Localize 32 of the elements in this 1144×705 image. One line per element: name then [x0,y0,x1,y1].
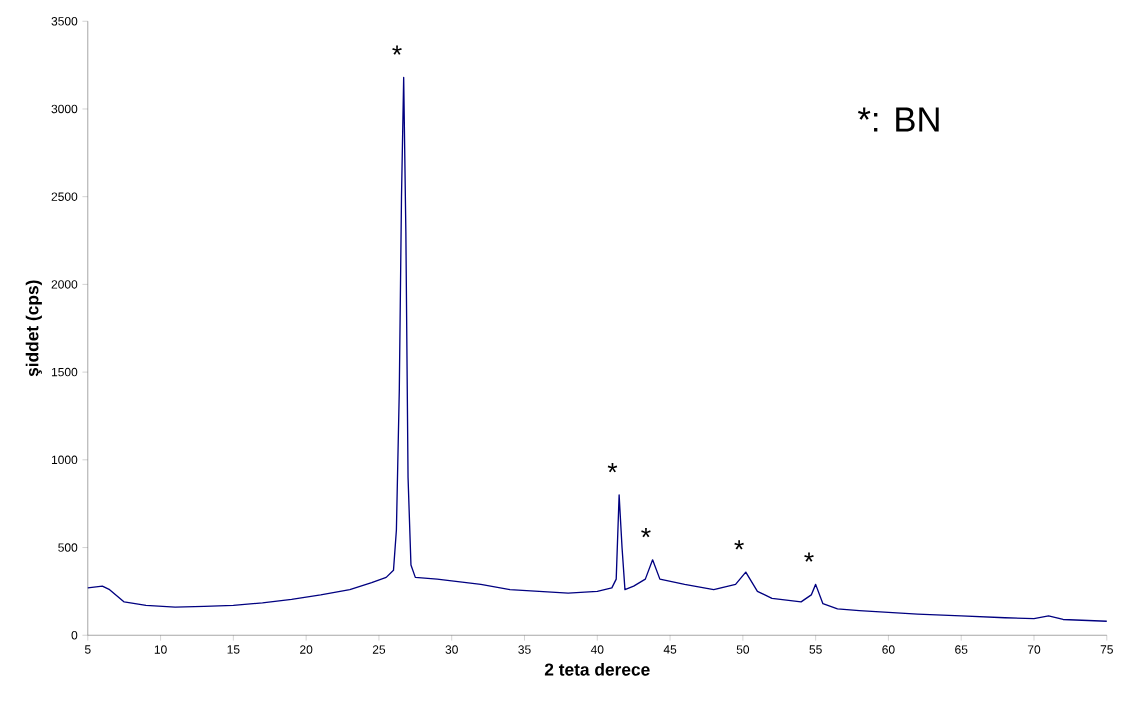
y-tick-label: 500 [58,543,78,552]
line-series [87,76,1108,622]
x-tick-label: 70 [1027,645,1041,654]
y-tick-label: 3000 [51,104,78,114]
x-tick-label: 60 [882,645,895,654]
x-tick-label: 30 [445,645,458,654]
x-tick-label: 15 [227,645,240,654]
y-tick-label: 3500 [51,17,78,26]
annotation: * [641,527,651,538]
annotation: * [804,552,814,562]
x-tick-label: 5 [84,645,91,654]
annotation: * [392,45,402,55]
x-tick-label: 10 [154,645,167,654]
y-tick-label: 0 [71,631,78,640]
annotation: *: BN [857,107,939,132]
x-tick-label: 55 [809,645,822,654]
x-tick-label: 65 [955,645,968,654]
y-tick-label: 2500 [51,192,78,201]
annotation: * [734,540,744,550]
x-tick-label: 75 [1100,645,1113,654]
x-tick-label: 50 [736,645,750,654]
y-axis-title: şiddet (cps) [25,280,42,377]
x-tick-label: 40 [590,645,604,654]
y-tick-label: 1500 [51,367,78,377]
x-tick-label: 45 [663,645,677,654]
x-tick-label: 25 [372,645,386,654]
annotation: * [607,462,618,473]
y-tick-label: 1000 [51,455,78,465]
y-tick-label: 2000 [51,280,78,289]
x-tick-label: 35 [518,645,531,654]
x-axis-title: 2 teta derece [544,662,650,676]
x-tick-label: 20 [300,645,313,654]
